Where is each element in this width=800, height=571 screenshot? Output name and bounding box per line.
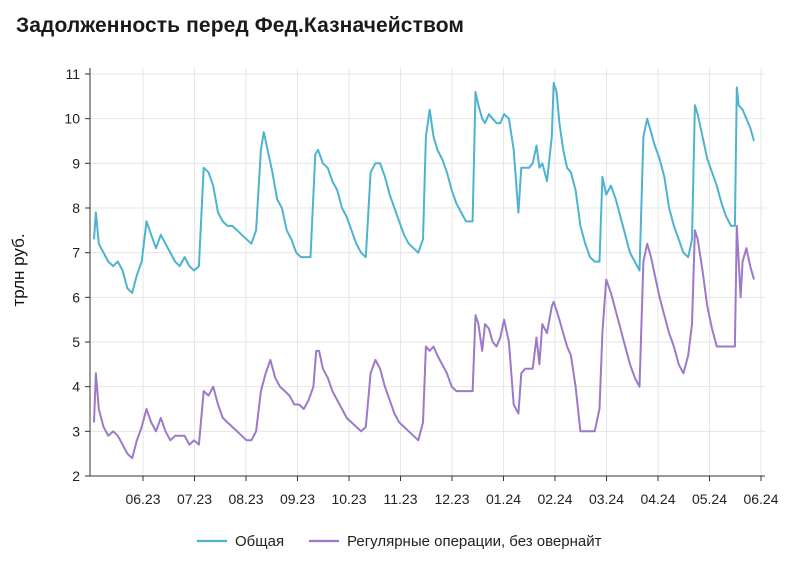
x-tick-label-5: 11.23 xyxy=(384,491,418,507)
x-tick-label-7: 01.24 xyxy=(486,491,521,507)
legend-label-series-0: Общая xyxy=(235,533,284,550)
y-tick-labels: 2 3 4 5 6 7 8 9 10 11 xyxy=(64,66,80,484)
series-line-0 xyxy=(93,81,755,294)
x-tick-label-4: 10.23 xyxy=(331,491,366,507)
y-tick-label-4: 6 xyxy=(72,289,80,305)
legend-label-series-1: Регулярные операции, без овернайт xyxy=(347,533,602,550)
x-tick-label-9: 03.24 xyxy=(589,491,624,507)
x-tick-label-3: 09.23 xyxy=(280,491,315,507)
x-tick-label-8: 02.24 xyxy=(537,491,572,507)
y-tick-label-9: 11 xyxy=(65,66,80,82)
y-tick-label-2: 4 xyxy=(72,379,80,395)
x-tick-label-2: 08.23 xyxy=(228,491,263,507)
axes xyxy=(89,68,765,477)
y-tick-label-1: 3 xyxy=(72,423,80,439)
x-tick-label-1: 07.23 xyxy=(177,491,212,507)
y-axis-label: трлн руб. xyxy=(9,233,28,306)
legend: Общая Регулярные операции, без овернайт xyxy=(197,533,602,550)
y-tick-label-7: 9 xyxy=(72,155,80,171)
series-line-1 xyxy=(93,224,755,460)
x-tick-label-0: 06.23 xyxy=(125,491,160,507)
x-tick-label-11: 05.24 xyxy=(692,491,727,507)
chart-title: Задолженность перед Фед.Казначейством xyxy=(16,14,464,37)
y-tick-label-5: 7 xyxy=(72,245,80,261)
x-tick-label-6: 12.23 xyxy=(434,491,469,507)
grid-lines xyxy=(85,68,765,481)
y-tick-label-8: 10 xyxy=(64,111,80,127)
x-tick-label-10: 04.24 xyxy=(640,491,675,507)
y-tick-label-3: 5 xyxy=(72,334,80,350)
y-tick-label-6: 8 xyxy=(72,200,80,216)
y-tick-label-0: 2 xyxy=(72,468,80,484)
x-tick-labels: 06.23 07.23 08.23 09.23 10.23 11.23 12.23 01.24… xyxy=(125,491,778,507)
series-lines xyxy=(93,81,755,460)
x-tick-label-12: 06.24 xyxy=(743,491,778,507)
